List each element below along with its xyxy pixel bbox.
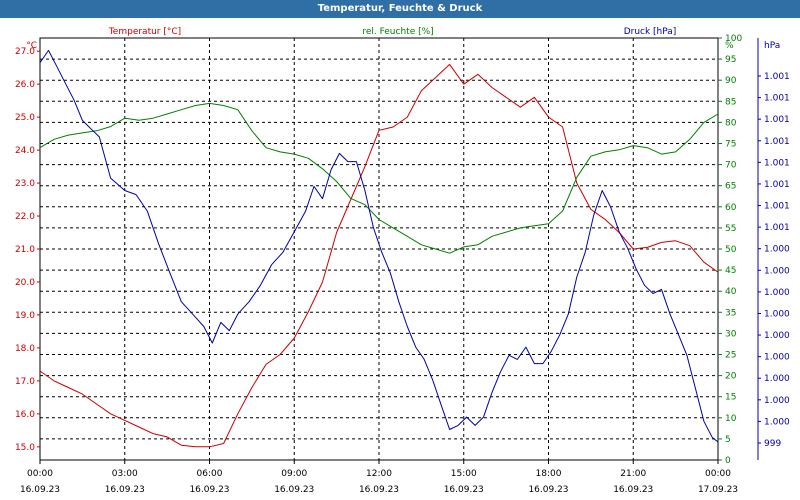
x-tick-time: 06:00 (197, 469, 223, 479)
pressure-tick-label: 1.001 (764, 202, 790, 212)
pressure-tick-label: 1.001 (764, 115, 790, 125)
pressure-tick-label: 1.000 (764, 245, 790, 255)
pressure-series-line (39, 49, 719, 443)
pressure-unit-label: hPa (764, 41, 780, 51)
humidity-tick-label: 15 (725, 393, 736, 403)
pressure-tick-label: 1.001 (764, 137, 790, 147)
pressure-tick-label: 1.001 (764, 94, 790, 104)
humidity-tick-label: 55 (725, 224, 736, 234)
temperature-tick-label: 20.0 (15, 278, 35, 288)
x-tick-time: 03:00 (112, 469, 138, 479)
humidity-tick-label: 60 (725, 203, 737, 213)
humidity-tick-label: 75 (725, 140, 736, 150)
pressure-tick-label: 1.001 (764, 158, 790, 168)
temperature-tick-label: 23.0 (15, 179, 35, 189)
temperature-tick-label: 25.0 (15, 113, 35, 123)
pressure-tick-label: 1.001 (764, 223, 790, 233)
grid-layer (40, 38, 718, 460)
pressure-tick-label: 1.000 (764, 374, 790, 384)
series-layer (39, 49, 719, 448)
temperature-tick-label: 26.0 (15, 80, 35, 90)
humidity-tick-label: 95 (725, 55, 736, 65)
pressure-tick-label: 999 (764, 439, 781, 449)
temperature-tick-label: 19.0 (15, 311, 35, 321)
humidity-tick-label: 100 (725, 34, 742, 44)
x-tick-date: 16.09.23 (528, 485, 568, 495)
x-tick-date: 16.09.23 (274, 485, 314, 495)
x-tick-time: 00:00 (705, 469, 731, 479)
humidity-tick-label: 45 (725, 266, 736, 276)
humidity-tick-label: 80 (725, 118, 737, 128)
humidity-tick-label: 10 (725, 414, 737, 424)
humidity-tick-label: 35 (725, 308, 736, 318)
humidity-tick-label: 50 (725, 245, 737, 255)
temperature-tick-label: 24.0 (15, 146, 35, 156)
humidity-tick-label: 40 (725, 287, 737, 297)
temperature-unit-label: °C (26, 41, 37, 51)
humidity-tick-label: 25 (725, 351, 736, 361)
temperature-tick-label: 16.0 (15, 410, 35, 420)
x-tick-time: 00:00 (27, 469, 53, 479)
x-tick-date: 16.09.23 (20, 485, 60, 495)
x-tick-time: 18:00 (536, 469, 562, 479)
pressure-tick-label: 1.000 (764, 309, 790, 319)
humidity-unit-label: % (725, 41, 734, 51)
humidity-tick-label: 30 (725, 329, 737, 339)
humidity-tick-label: 5 (725, 435, 731, 445)
temperature-tick-label: 17.0 (15, 377, 35, 387)
x-tick-time: 12:00 (366, 469, 392, 479)
humidity-tick-label: 70 (725, 161, 737, 171)
pressure-tick-label: 1.000 (764, 417, 790, 427)
pressure-tick-label: 1.001 (764, 72, 790, 82)
window-title: Temperatur, Feuchte & Druck (0, 0, 800, 18)
x-tick-date: 16.09.23 (189, 485, 229, 495)
x-tick-date: 17.09.23 (698, 485, 738, 495)
pressure-tick-label: 1.001 (764, 180, 790, 190)
axes-layer: 15.0 16.0 17.0 18.0 19.0 20.0 21.0 22.0 23.0 24.0… (15, 34, 790, 495)
temperature-tick-label: 18.0 (15, 344, 35, 354)
x-tick-time: 15:00 (451, 469, 477, 479)
pressure-tick-label: 1.000 (764, 353, 790, 363)
humidity-tick-label: 0 (725, 456, 731, 466)
temperature-series-line (39, 63, 719, 448)
temperature-tick-label: 27.0 (15, 47, 35, 57)
x-tick-date: 16.09.23 (613, 485, 653, 495)
x-tick-date: 16.09.23 (444, 485, 484, 495)
x-tick-date: 16.09.23 (105, 485, 145, 495)
x-tick-time: 21:00 (620, 469, 646, 479)
x-tick-time: 09:00 (281, 469, 307, 479)
legend-entry: Druck [hPa] (624, 27, 677, 37)
humidity-tick-label: 90 (725, 76, 737, 86)
temperature-tick-label: 21.0 (15, 245, 35, 255)
temperature-tick-label: 15.0 (15, 443, 35, 453)
legend-entry: Temperatur [°C] (108, 27, 181, 37)
x-tick-date: 16.09.23 (359, 485, 399, 495)
humidity-tick-label: 20 (725, 372, 737, 382)
pressure-tick-label: 1.000 (764, 331, 790, 341)
pressure-tick-label: 1.000 (764, 396, 790, 406)
legend-layer: Temperatur [°C] rel. Feuchte [%] Druck [hP… (108, 27, 676, 37)
legend-entry: rel. Feuchte [%] (362, 27, 433, 37)
humidity-tick-label: 85 (725, 97, 736, 107)
pressure-tick-label: 1.000 (764, 266, 790, 276)
humidity-series-line (39, 102, 719, 254)
pressure-tick-label: 1.000 (764, 288, 790, 298)
temperature-tick-label: 22.0 (15, 212, 35, 222)
humidity-tick-label: 65 (725, 182, 736, 192)
